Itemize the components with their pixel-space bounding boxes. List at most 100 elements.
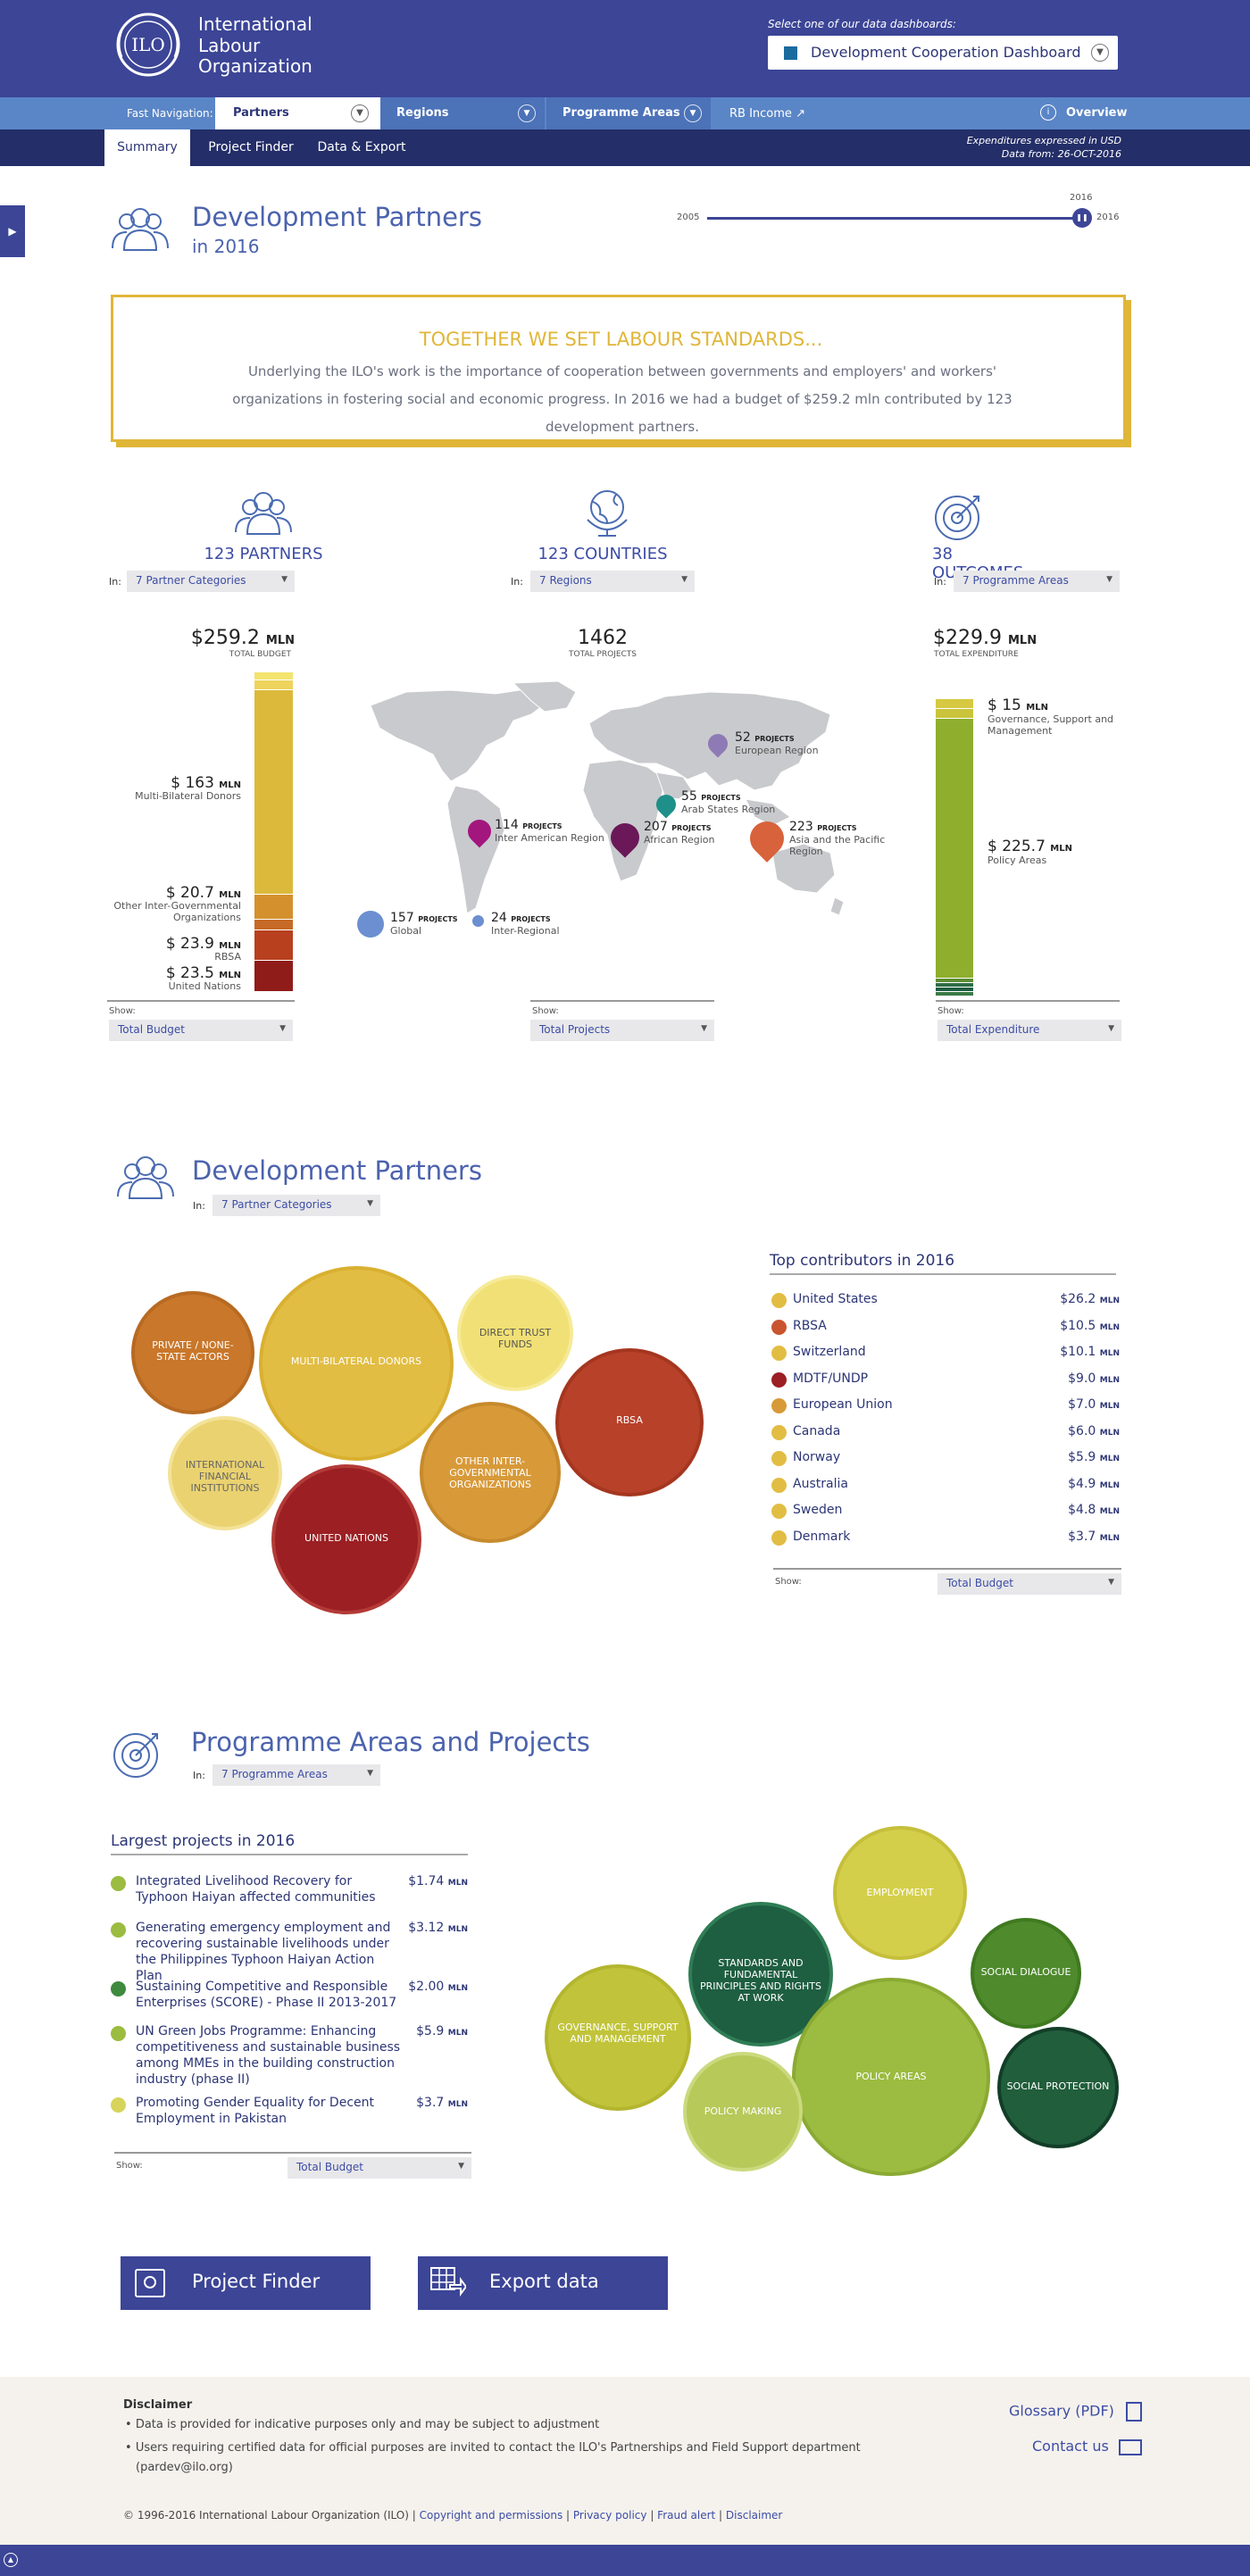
chevron-down-icon[interactable]: ▼ bbox=[1091, 44, 1109, 62]
nav-regions-select[interactable]: Regions ▼ bbox=[380, 97, 545, 129]
partner-categories-select-2[interactable]: 7 Partner Categories ▼ bbox=[212, 1195, 380, 1216]
bar-segment-policy-areas[interactable] bbox=[936, 719, 973, 978]
disclaimer-email[interactable]: (pardev@ilo.org) bbox=[136, 2461, 233, 2474]
contributor-row[interactable]: Denmark $3.7 MLN bbox=[771, 1527, 1120, 1552]
projects-show-select-2[interactable]: Total Budget ▼ bbox=[288, 2157, 471, 2179]
contributor-row[interactable]: United States $26.2 MLN bbox=[771, 1289, 1120, 1314]
contact-link[interactable]: Contact us bbox=[1032, 2438, 1142, 2455]
tab-summary[interactable]: Summary bbox=[104, 129, 190, 166]
contributor-row[interactable]: Canada $6.0 MLN bbox=[771, 1421, 1120, 1446]
bar-segment-social-protection[interactable] bbox=[936, 988, 973, 991]
contributor-amount: $26.2 MLN bbox=[1060, 1292, 1120, 1306]
bubble-rbsa[interactable]: RBSA bbox=[555, 1348, 704, 1496]
copyright-text: © 1996-2016 International Labour Organiz… bbox=[123, 2509, 409, 2522]
bar-segment-international-financial-institutions[interactable] bbox=[254, 680, 293, 689]
in-label: In: bbox=[193, 1200, 205, 1212]
nav-overview-link[interactable]: Overview bbox=[1066, 106, 1128, 120]
project-name[interactable]: Sustaining Competitive and Responsible E… bbox=[136, 1980, 397, 2010]
contributor-amount-value: $6.0 bbox=[1068, 1423, 1096, 1438]
bar-segment-employment[interactable] bbox=[936, 992, 973, 996]
chevron-down-icon[interactable]: ▼ bbox=[684, 104, 702, 122]
glossary-link[interactable]: Glossary (PDF) bbox=[1009, 2402, 1142, 2422]
bubble-policy-making[interactable]: POLICY MAKING bbox=[683, 2052, 803, 2172]
fraud-alert-link[interactable]: Fraud alert bbox=[657, 2509, 716, 2522]
contributor-row[interactable]: Sweden $4.8 MLN bbox=[771, 1500, 1120, 1525]
project-name[interactable]: Integrated Livelihood Recovery for Typho… bbox=[136, 1874, 376, 1905]
bar-segment-governance-a[interactable] bbox=[936, 699, 973, 708]
dashboard-prompt: Select one of our data dashboards: bbox=[768, 18, 956, 30]
budget-stacked-bar[interactable] bbox=[254, 672, 293, 997]
bubble-united-nations[interactable]: UNITED NATIONS bbox=[271, 1464, 421, 1614]
bar-segment-multi-bilateral-donors[interactable] bbox=[254, 690, 293, 894]
project-name[interactable]: Promoting Gender Equality for Decent Emp… bbox=[136, 2096, 374, 2126]
programme-areas-select-2[interactable]: 7 Programme Areas ▼ bbox=[212, 1764, 380, 1786]
partner-categories-select[interactable]: 7 Partner Categories ▼ bbox=[127, 571, 295, 592]
budget-show-select[interactable]: Total Budget ▼ bbox=[109, 1020, 293, 1041]
bubble-social-protection[interactable]: SOCIAL PROTECTION bbox=[997, 2027, 1119, 2148]
contributor-row[interactable]: Switzerland $10.1 MLN bbox=[771, 1342, 1120, 1367]
bar-segment-united-nations[interactable] bbox=[254, 961, 293, 991]
project-name[interactable]: UN Green Jobs Programme: Enhancing compe… bbox=[136, 2024, 401, 2087]
tab-data-export[interactable]: Data & Export bbox=[317, 140, 406, 154]
programme-areas-select[interactable]: 7 Programme Areas ▼ bbox=[954, 571, 1120, 592]
dashboard-select[interactable]: Development Cooperation Dashboard ▼ bbox=[768, 36, 1118, 70]
expenditure-show-select[interactable]: Total Expenditure ▼ bbox=[938, 1020, 1121, 1041]
contributors-show-select[interactable]: Total Budget ▼ bbox=[938, 1573, 1121, 1595]
bubble-employment[interactable]: EMPLOYMENT bbox=[833, 1826, 967, 1960]
nav-partners-select[interactable]: Partners ▼ bbox=[215, 97, 380, 129]
bubble-policy-areas[interactable]: POLICY AREAS bbox=[792, 1978, 990, 2176]
project-amount-unit: MLN bbox=[447, 2100, 468, 2109]
tab-project-finder[interactable]: Project Finder bbox=[208, 140, 294, 154]
contributor-amount-value: $10.5 bbox=[1060, 1318, 1096, 1333]
year-slider-handle[interactable]: ❚❚ bbox=[1072, 208, 1092, 228]
nav-rb-income-link[interactable]: RB Income ↗ bbox=[729, 107, 805, 121]
bar-segment-private[interactable] bbox=[254, 920, 293, 930]
regions-select[interactable]: 7 Regions ▼ bbox=[530, 571, 695, 592]
ilo-logo[interactable]: ILO bbox=[107, 11, 189, 79]
bubble-governance[interactable]: GOVERNANCE, SUPPORT AND MANAGEMENT bbox=[545, 1964, 691, 2111]
bubble-direct-trust-funds[interactable]: DIRECT TRUST FUNDS bbox=[457, 1275, 573, 1391]
bubble-financial-institutions[interactable]: INTERNATIONAL FINANCIAL INSTITUTIONS bbox=[168, 1416, 282, 1530]
bar-segment-governance-b[interactable] bbox=[936, 709, 973, 718]
privacy-link[interactable]: Privacy policy bbox=[572, 2509, 647, 2522]
scroll-top-icon[interactable]: ▲ bbox=[4, 2553, 18, 2567]
projects-show-select[interactable]: Total Projects ▼ bbox=[530, 1020, 714, 1041]
bar-segment-other-inter-governmental[interactable] bbox=[254, 895, 293, 919]
bubble-standards[interactable]: STANDARDS AND FUNDAMENTAL PRINCIPLES AND… bbox=[688, 1902, 833, 2047]
expenditure-stacked-bar[interactable] bbox=[936, 699, 973, 997]
year-slider-track[interactable]: ❚❚ bbox=[707, 208, 1092, 228]
chevron-down-icon[interactable]: ▼ bbox=[351, 104, 369, 122]
contributor-row[interactable]: European Union $7.0 MLN bbox=[771, 1395, 1120, 1420]
inter-regional-projects-dot[interactable] bbox=[472, 915, 484, 927]
region-unit: PROJECTS bbox=[817, 824, 857, 832]
bubble-private-actors[interactable]: PRIVATE / NONE-STATE ACTORS bbox=[131, 1291, 254, 1414]
bar-segment-rbsa[interactable] bbox=[254, 930, 293, 960]
export-data-button[interactable]: Export data bbox=[418, 2256, 668, 2310]
project-name[interactable]: Generating emergency employment and reco… bbox=[136, 1921, 391, 1983]
org-name-line3: Organization bbox=[198, 55, 312, 77]
copyright-link[interactable]: Copyright and permissions bbox=[419, 2509, 563, 2522]
project-finder-button[interactable]: Project Finder bbox=[121, 2256, 371, 2310]
world-map[interactable] bbox=[353, 674, 853, 963]
bar-segment-standards[interactable] bbox=[936, 983, 973, 987]
divider bbox=[114, 2152, 471, 2154]
contributor-row[interactable]: MDTF/UNDP $9.0 MLN bbox=[771, 1369, 1120, 1394]
programme-areas-select-value: 7 Programme Areas bbox=[221, 1768, 328, 1780]
bar-segment-direct-trust-funds[interactable] bbox=[254, 672, 293, 679]
disclaimer-link[interactable]: Disclaimer bbox=[725, 2509, 783, 2522]
contributor-amount: $6.0 MLN bbox=[1068, 1424, 1120, 1438]
section-title-partners: Development Partners bbox=[192, 1155, 482, 1186]
contributor-row[interactable]: RBSA $10.5 MLN bbox=[771, 1316, 1120, 1341]
contributor-row[interactable]: Norway $5.9 MLN bbox=[771, 1447, 1120, 1472]
side-panel-toggle[interactable]: ▶ bbox=[0, 205, 25, 257]
bar-segment-social-dialogue[interactable] bbox=[936, 979, 973, 982]
global-projects-dot[interactable] bbox=[357, 911, 384, 938]
nav-programme-areas-select[interactable]: Programme Areas ▼ bbox=[546, 97, 711, 129]
contributor-row[interactable]: Australia $4.9 MLN bbox=[771, 1474, 1120, 1499]
bubble-multi-bilateral-donors[interactable]: MULTI-BILATERAL DONORS bbox=[259, 1266, 454, 1461]
info-icon[interactable]: i bbox=[1040, 104, 1056, 121]
bubble-social-dialogue[interactable]: SOCIAL DIALOGUE bbox=[971, 1918, 1081, 2029]
chevron-down-icon[interactable]: ▼ bbox=[518, 104, 536, 122]
bubble-inter-governmental[interactable]: OTHER INTER-GOVERNMENTAL ORGANIZATIONS bbox=[420, 1402, 561, 1543]
dashboard-select-value: Development Cooperation Dashboard bbox=[811, 44, 1081, 61]
